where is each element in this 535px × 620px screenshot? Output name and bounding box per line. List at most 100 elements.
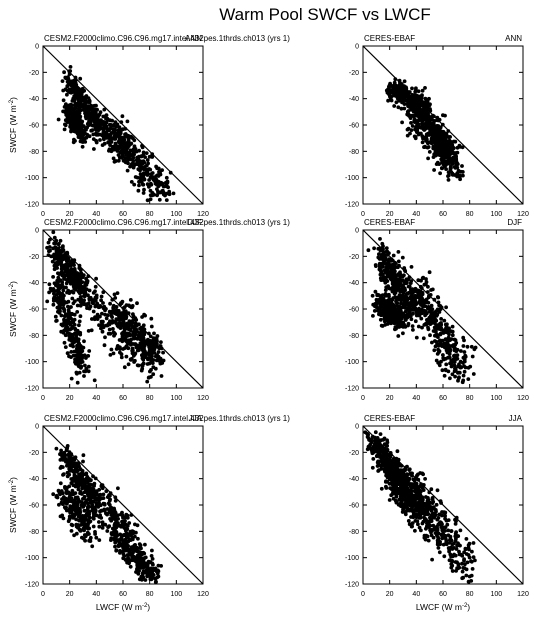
data-point: [78, 314, 83, 319]
data-point: [149, 324, 154, 329]
data-point: [416, 300, 421, 305]
data-point: [130, 305, 135, 310]
data-point: [403, 313, 408, 318]
data-point: [417, 311, 422, 316]
data-point: [77, 341, 81, 346]
data-point: [151, 372, 156, 377]
data-point: [406, 323, 410, 328]
data-point: [440, 166, 444, 171]
y-tick-label: -120: [345, 386, 359, 393]
data-point: [151, 365, 156, 370]
data-point: [114, 305, 119, 309]
data-point: [91, 291, 96, 295]
data-point: [109, 505, 113, 510]
data-point: [113, 135, 117, 140]
data-point: [70, 326, 74, 330]
data-point: [437, 350, 441, 354]
data-point: [95, 115, 100, 120]
data-point: [100, 120, 105, 125]
data-point: [443, 356, 448, 361]
data-point: [65, 474, 70, 479]
scatter-panel: 0 20 40 60 80 100 1200-20-40-60-80-100-120CESM…: [8, 414, 290, 612]
data-point: [111, 130, 116, 135]
data-point: [137, 164, 142, 168]
data-point: [120, 114, 125, 119]
data-point: [410, 86, 414, 91]
data-point: [91, 500, 96, 504]
data-point: [412, 99, 417, 104]
data-point: [76, 130, 80, 135]
data-point: [124, 512, 129, 517]
data-point: [101, 496, 106, 500]
reference-line: [362, 229, 524, 389]
data-point: [77, 92, 81, 96]
data-point: [59, 452, 64, 457]
data-point: [79, 503, 84, 508]
data-point: [473, 345, 478, 350]
data-point: [98, 138, 102, 142]
data-point: [55, 305, 60, 310]
data-point: [142, 177, 147, 182]
y-tick-label: -100: [25, 175, 39, 182]
data-point: [402, 106, 407, 111]
data-point: [438, 331, 443, 336]
data-point: [414, 313, 419, 318]
data-point: [417, 113, 422, 117]
panel-case-label: CERES-EBAF: [364, 34, 415, 43]
data-point: [388, 286, 393, 291]
data-point: [62, 319, 67, 324]
data-point: [452, 345, 456, 350]
data-point: [62, 299, 66, 304]
data-point: [151, 562, 155, 567]
data-point: [416, 89, 421, 94]
data-point: [77, 319, 82, 324]
data-point: [73, 123, 77, 128]
data-point: [65, 318, 70, 323]
data-point: [394, 321, 399, 325]
data-point: [74, 483, 78, 488]
data-point: [89, 328, 94, 333]
data-point: [386, 98, 390, 103]
data-point: [141, 329, 146, 334]
data-point: [102, 343, 107, 348]
data-point: [406, 284, 411, 289]
data-point: [411, 304, 416, 309]
data-point: [73, 360, 77, 364]
data-point: [421, 112, 426, 117]
data-point: [110, 315, 114, 319]
data-point: [155, 187, 159, 192]
data-point: [444, 163, 448, 167]
data-point: [96, 132, 100, 136]
data-point: [99, 298, 103, 303]
data-point: [131, 353, 136, 358]
data-point: [61, 98, 66, 103]
panel-case-label: CESM2.F2000climo.C96.C96.mg17.intel.432p…: [44, 218, 290, 227]
data-point: [142, 165, 147, 169]
data-point: [433, 333, 438, 338]
data-point: [126, 362, 131, 367]
data-point: [61, 244, 65, 249]
data-point: [393, 93, 398, 97]
data-point: [157, 197, 162, 202]
data-point: [56, 262, 60, 267]
data-point: [396, 265, 400, 270]
x-tick-label: 40: [412, 211, 420, 218]
data-point: [456, 364, 460, 369]
data-point: [437, 339, 442, 343]
data-point: [68, 81, 73, 86]
data-point: [78, 303, 83, 308]
data-point: [68, 320, 72, 325]
data-point: [125, 168, 130, 173]
data-point: [78, 510, 83, 515]
data-point: [414, 86, 418, 91]
data-point: [89, 478, 93, 483]
data-point: [88, 539, 93, 543]
data-point: [424, 298, 428, 303]
data-point: [437, 342, 442, 347]
data-point: [72, 88, 77, 93]
data-point: [470, 354, 475, 359]
data-point: [93, 299, 98, 303]
scatter-panel: 0 20 40 60 80 100 1200-20-40-60-80-100-120CERE…: [345, 34, 529, 218]
data-point: [405, 298, 410, 302]
data-point: [450, 333, 455, 338]
